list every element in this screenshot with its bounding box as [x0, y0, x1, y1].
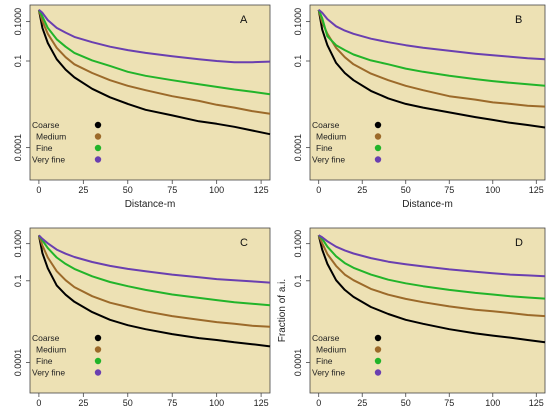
panel-d-x-tick-label: 0 — [316, 398, 321, 408]
panel-b-label: B — [515, 14, 522, 26]
panel-c-y-tick-label: 0.1 — [13, 275, 23, 288]
panel-d-plot-area — [309, 227, 546, 394]
panel-a-legend-coarse-label: Coarse — [32, 120, 60, 130]
panel-c-x-tick-label: 75 — [167, 398, 177, 408]
panel-d-x-tick-label: 100 — [485, 398, 500, 408]
panel-d-x-tick-label: 25 — [357, 398, 367, 408]
panel-d-legend-coarse-label: Coarse — [312, 333, 340, 343]
panel-b-series-fine-line — [317, 9, 546, 87]
panel-b-x-tick-label: 25 — [357, 185, 367, 195]
panel-c-y-tick-label: 0.1000 — [13, 230, 23, 258]
panel-c-series-fine-line — [38, 234, 271, 307]
panel-c-legend-coarse-label: Coarse — [32, 333, 60, 343]
panel-d-y-tick-label: 0.1 — [293, 275, 303, 288]
panel-a-legend-very-fine-label: Very fine — [32, 155, 65, 165]
panel-a-x-tick-label: 75 — [167, 185, 177, 195]
panel-d-x-tick-label: 50 — [401, 398, 411, 408]
panel-b-legend-medium-label: Medium — [316, 132, 346, 142]
panel-a-label: A — [240, 14, 248, 26]
panel-d-legend-medium-marker — [374, 346, 382, 353]
panel-a-x-tick-label: 50 — [123, 185, 133, 195]
panel-a-plot-area — [29, 4, 271, 181]
panel-a-x-tick-label: 100 — [209, 185, 224, 195]
panel-d-series-fine-line — [317, 234, 546, 300]
panel-a-legend-fine-marker — [94, 144, 102, 152]
panel-a-series-medium-line — [37, 9, 271, 115]
panel-c-legend-very-fine-marker — [94, 369, 102, 376]
panel-a-legend-medium-label: Medium — [36, 132, 66, 142]
panel-d-label: D — [515, 237, 523, 249]
panel-a-legend-coarse-marker — [94, 121, 102, 129]
panel-d-legend-fine-label: Fine — [316, 356, 333, 366]
panel-d-legend-very-fine-marker — [374, 369, 382, 376]
panel-c-x-tick-label: 125 — [254, 398, 269, 408]
panel-d-series-coarse-line — [317, 235, 546, 344]
panel-c-plot-area — [29, 227, 271, 394]
panel-b-legend-fine-label: Fine — [316, 143, 333, 153]
panel-a-series-fine-line — [38, 9, 271, 96]
panel-a-x-tick-label: 0 — [36, 185, 41, 195]
panel-d-legend-coarse-marker — [374, 334, 382, 342]
panel-b-legend-coarse-marker — [374, 121, 382, 129]
panel-c-legend-medium-label: Medium — [36, 345, 66, 355]
panel-a-series-coarse-line — [37, 9, 271, 136]
panel-d-legend-very-fine-label: Very fine — [312, 368, 345, 378]
panel-b-y-tick-label: 0.1 — [293, 55, 303, 68]
panel-d-x-tick-label: 125 — [529, 398, 544, 408]
panel-c-series-coarse-line — [37, 235, 271, 348]
panel-c-legend-very-fine-label: Very fine — [32, 368, 65, 378]
panel-d-x-tick-label: 75 — [444, 398, 454, 408]
panel-c-label: C — [240, 237, 248, 249]
panel-b-y-tick-label: 0.0001 — [293, 134, 303, 162]
panel-b-series-very-fine-line — [318, 9, 546, 61]
panel-b-series-coarse-line — [317, 9, 546, 129]
panel-b-legend-medium-marker — [374, 133, 382, 140]
panel-a-x-tick-label: 25 — [78, 185, 88, 195]
panel-d-y-tick-label: 0.1000 — [293, 230, 303, 258]
panel-c-series-very-fine-line — [38, 234, 271, 284]
panel-d-legend-fine-marker — [374, 357, 382, 365]
panel-c-legend-coarse-marker — [94, 334, 102, 342]
panel-d-legend-medium-label: Medium — [316, 345, 346, 355]
panel-a-x-tick-label: 125 — [254, 185, 269, 195]
panel-b-x-tick-label: 100 — [485, 185, 500, 195]
panel-c-series-medium-line — [37, 234, 271, 328]
panel-d-series-medium-line — [317, 234, 546, 318]
panel-c-legend-fine-label: Fine — [36, 356, 53, 366]
panel-c-x-tick-label: 0 — [36, 398, 41, 408]
panel-c-y-tick-label: 0.0001 — [13, 349, 23, 377]
panel-b-legend-fine-marker — [374, 144, 382, 152]
panel-a-series-very-fine-line — [38, 9, 271, 64]
panel-d-y-axis-title: Fraction of a.i. — [277, 279, 288, 342]
panel-c-x-tick-label: 50 — [123, 398, 133, 408]
panel-c-x-tick-label: 25 — [78, 398, 88, 408]
panel-b-x-tick-label: 75 — [444, 185, 454, 195]
panel-c-x-tick-label: 100 — [209, 398, 224, 408]
panel-b-x-tick-label: 125 — [529, 185, 544, 195]
panel-a-y-tick-label: 0.1 — [13, 55, 23, 68]
panel-a-x-axis-title: Distance-m — [125, 199, 176, 210]
panel-a-y-tick-label: 0.1000 — [13, 8, 23, 36]
panel-a-legend-very-fine-marker — [94, 156, 102, 163]
panel-d-series-very-fine-line — [318, 234, 546, 278]
panel-b-legend-very-fine-marker — [374, 156, 382, 163]
panel-b-x-axis-title: Distance-m — [402, 199, 453, 210]
panel-b-x-tick-label: 50 — [401, 185, 411, 195]
panel-a-y-tick-label: 0.0001 — [13, 134, 23, 162]
panel-d-y-tick-label: 0.0001 — [293, 349, 303, 377]
panel-b-x-tick-label: 0 — [316, 185, 321, 195]
panel-a-legend-fine-label: Fine — [36, 143, 53, 153]
panel-b-y-tick-label: 0.1000 — [293, 8, 303, 36]
panel-b-legend-coarse-label: Coarse — [312, 120, 340, 130]
panel-a-legend-medium-marker — [94, 133, 102, 140]
panel-c-legend-fine-marker — [94, 357, 102, 365]
panel-b-plot-area — [309, 4, 546, 181]
panel-b-legend-very-fine-label: Very fine — [312, 155, 345, 165]
panel-c-legend-medium-marker — [94, 346, 102, 353]
